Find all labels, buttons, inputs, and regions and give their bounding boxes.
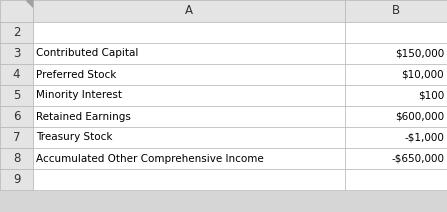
Bar xyxy=(33,0,345,22)
Text: 6: 6 xyxy=(13,110,20,123)
Bar xyxy=(345,148,447,169)
Bar xyxy=(33,64,345,85)
Text: $10,000: $10,000 xyxy=(401,70,444,80)
Bar xyxy=(33,22,345,43)
Text: 2: 2 xyxy=(13,26,20,39)
Bar xyxy=(345,106,447,127)
Text: -$1,000: -$1,000 xyxy=(404,132,444,142)
Bar xyxy=(0,0,33,22)
Bar xyxy=(33,43,345,64)
Text: 4: 4 xyxy=(13,68,20,81)
Text: $600,000: $600,000 xyxy=(395,112,444,121)
Bar xyxy=(33,85,345,106)
Text: $150,000: $150,000 xyxy=(395,49,444,59)
Text: 7: 7 xyxy=(13,131,20,144)
Bar xyxy=(345,43,447,64)
Text: 8: 8 xyxy=(13,152,20,165)
Bar xyxy=(0,43,33,64)
Bar xyxy=(33,169,345,190)
Text: B: B xyxy=(392,4,400,18)
Bar xyxy=(0,148,33,169)
Text: Accumulated Other Comprehensive Income: Accumulated Other Comprehensive Income xyxy=(36,153,264,163)
Text: $100: $100 xyxy=(418,91,444,100)
Text: Retained Earnings: Retained Earnings xyxy=(36,112,131,121)
Text: Preferred Stock: Preferred Stock xyxy=(36,70,116,80)
Bar xyxy=(345,127,447,148)
Text: -$650,000: -$650,000 xyxy=(391,153,444,163)
Text: Treasury Stock: Treasury Stock xyxy=(36,132,113,142)
Text: A: A xyxy=(185,4,193,18)
Bar xyxy=(0,64,33,85)
Bar xyxy=(345,64,447,85)
Text: Minority Interest: Minority Interest xyxy=(36,91,122,100)
Polygon shape xyxy=(26,0,33,7)
Bar xyxy=(0,22,33,43)
Bar xyxy=(33,106,345,127)
Bar xyxy=(0,85,33,106)
Bar xyxy=(0,106,33,127)
Bar xyxy=(33,148,345,169)
Text: Contributed Capital: Contributed Capital xyxy=(36,49,139,59)
Text: 9: 9 xyxy=(13,173,20,186)
Bar xyxy=(0,127,33,148)
Text: 3: 3 xyxy=(13,47,20,60)
Bar xyxy=(345,22,447,43)
Bar xyxy=(0,169,33,190)
Bar xyxy=(345,0,447,22)
Bar xyxy=(345,169,447,190)
Bar xyxy=(33,127,345,148)
Text: 5: 5 xyxy=(13,89,20,102)
Bar xyxy=(345,85,447,106)
